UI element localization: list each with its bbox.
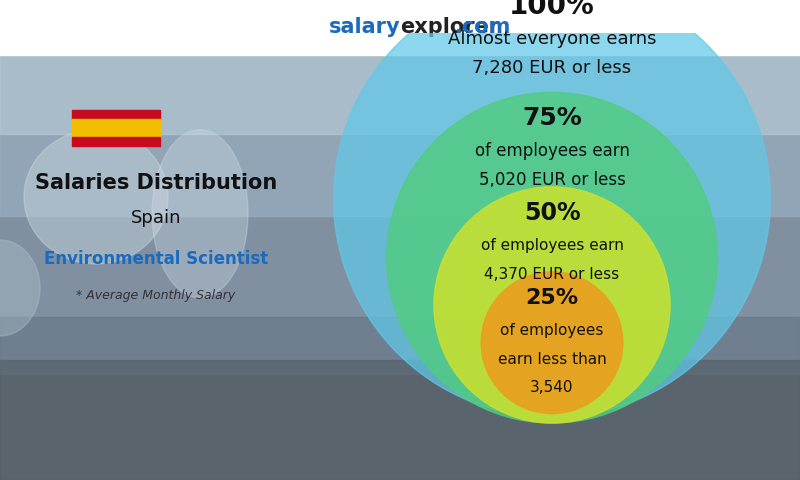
Text: of employees earn: of employees earn: [474, 143, 630, 160]
Ellipse shape: [0, 240, 40, 336]
Text: Salaries Distribution: Salaries Distribution: [35, 173, 277, 193]
Bar: [72, 120, 160, 137]
Text: salary: salary: [328, 17, 400, 37]
Text: Spain: Spain: [130, 209, 182, 228]
Bar: [0, 0, 800, 55]
Bar: [0, 360, 800, 480]
Circle shape: [481, 272, 623, 414]
Circle shape: [434, 187, 670, 423]
Bar: [0, 0, 800, 216]
Text: 7,280 EUR or less: 7,280 EUR or less: [473, 59, 631, 77]
Text: * Average Monthly Salary: * Average Monthly Salary: [76, 288, 236, 302]
Text: earn less than: earn less than: [498, 352, 606, 367]
Text: Almost everyone earns: Almost everyone earns: [448, 30, 656, 48]
Text: of employees: of employees: [500, 324, 604, 338]
Bar: [72, 137, 160, 146]
Text: 25%: 25%: [526, 288, 578, 308]
Text: 50%: 50%: [524, 201, 580, 225]
Text: 4,370 EUR or less: 4,370 EUR or less: [485, 267, 619, 282]
Text: of employees earn: of employees earn: [481, 239, 623, 253]
Text: 75%: 75%: [522, 107, 582, 131]
Text: .com: .com: [454, 17, 510, 37]
Bar: [0, 0, 800, 134]
Circle shape: [386, 92, 718, 423]
Ellipse shape: [152, 130, 248, 298]
Circle shape: [334, 0, 770, 417]
Text: Environmental Scientist: Environmental Scientist: [44, 250, 268, 268]
Text: 3,540: 3,540: [530, 380, 574, 395]
Bar: [72, 110, 160, 120]
Ellipse shape: [24, 130, 168, 264]
Text: 100%: 100%: [509, 0, 595, 20]
Text: 5,020 EUR or less: 5,020 EUR or less: [478, 171, 626, 189]
Text: explorer: explorer: [400, 17, 499, 37]
Bar: [0, 317, 800, 374]
